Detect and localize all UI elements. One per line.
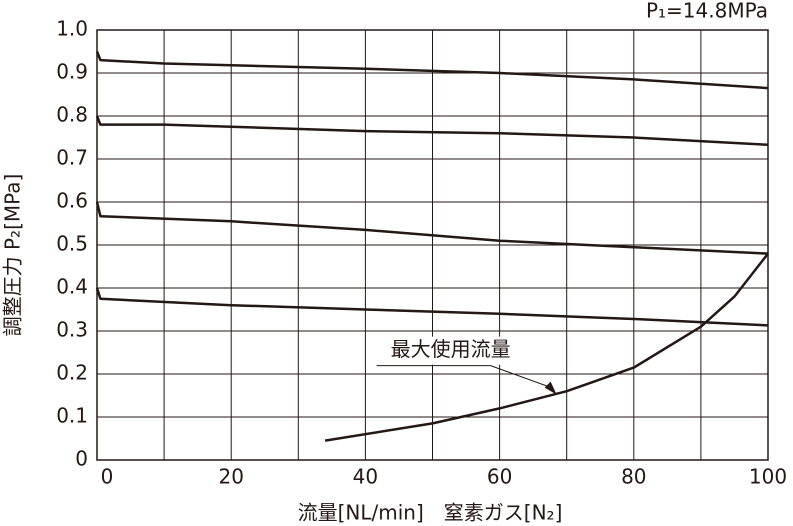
x-axis-title: 流量[NL/min] 窒素ガス[N₂] [298,501,563,525]
y-tick-label: 0 [75,447,88,471]
curve [95,201,769,255]
curve [324,252,769,442]
curve [95,51,769,90]
y-tick-label: 0.3 [56,318,88,342]
y-tick-label: 0.1 [56,404,88,428]
curve [95,115,769,147]
x-tick-label: 0 [101,465,114,489]
plot-frame [96,29,769,461]
y-tick-label: 0.5 [56,232,88,256]
y-tick-label: 0.8 [56,103,88,127]
x-tick-label: 40 [353,465,378,489]
y-tick-label: 0.6 [56,189,88,213]
y-tick-label: 0.7 [56,146,88,170]
condition-label: P₁=14.8MPa [646,0,768,23]
annotation-arrowhead [544,381,557,395]
x-tick-label: 20 [218,465,243,489]
annotation-bg [372,336,527,365]
y-tick-label: 0.9 [56,60,88,84]
x-tick-label: 100 [749,465,787,489]
y-axis-title: 調整圧力 P₂[MPa] [1,174,25,337]
y-tick-label: 0.2 [56,361,88,385]
x-tick-label: 80 [621,465,646,489]
annotation-text: 最大使用流量 [391,337,511,361]
y-tick-label: 0.4 [56,275,88,299]
y-tick-label: 1.0 [56,17,88,41]
x-tick-label: 60 [487,465,512,489]
annotation-leader [376,365,549,388]
curve [95,287,769,327]
